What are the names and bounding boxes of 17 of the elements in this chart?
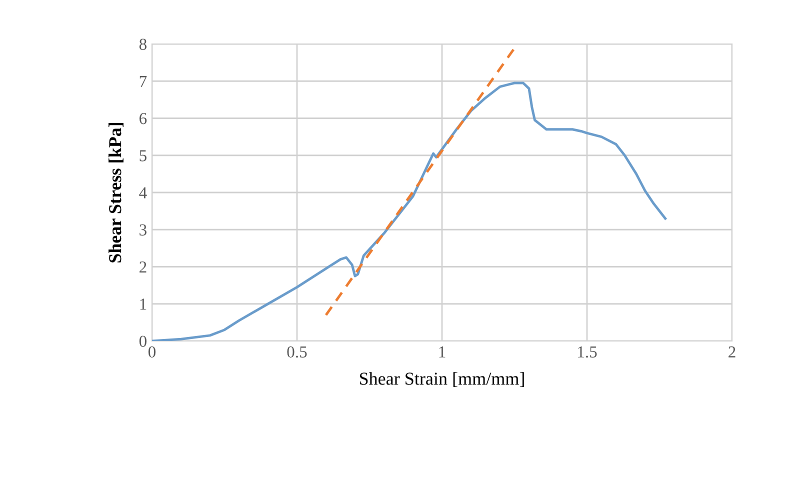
x-tick-label: 1.5: [578, 346, 597, 358]
y-tick-label: 4: [139, 187, 147, 198]
y-tick-label: 8: [139, 38, 147, 50]
y-tick-label: 5: [140, 150, 146, 162]
x-tick-label: 1: [439, 346, 446, 358]
x-axis-title: Shear Strain [mm/mm]: [360, 372, 524, 388]
x-tick-label: 0: [148, 346, 156, 358]
x-tick-label: 0.5: [287, 346, 307, 358]
y-tick-label: 1: [140, 298, 146, 310]
x-tick-label: 2: [728, 346, 736, 358]
y-axis-title: Shear Stress [kPa]: [108, 122, 124, 262]
y-tick-label: 7: [140, 76, 147, 87]
y-tick-label: 0: [139, 336, 147, 347]
y-tick-label: 2: [140, 261, 146, 273]
y-tick-label: 3: [140, 224, 146, 236]
y-tick-label: 6: [140, 112, 147, 124]
line-series: [152, 82, 667, 341]
